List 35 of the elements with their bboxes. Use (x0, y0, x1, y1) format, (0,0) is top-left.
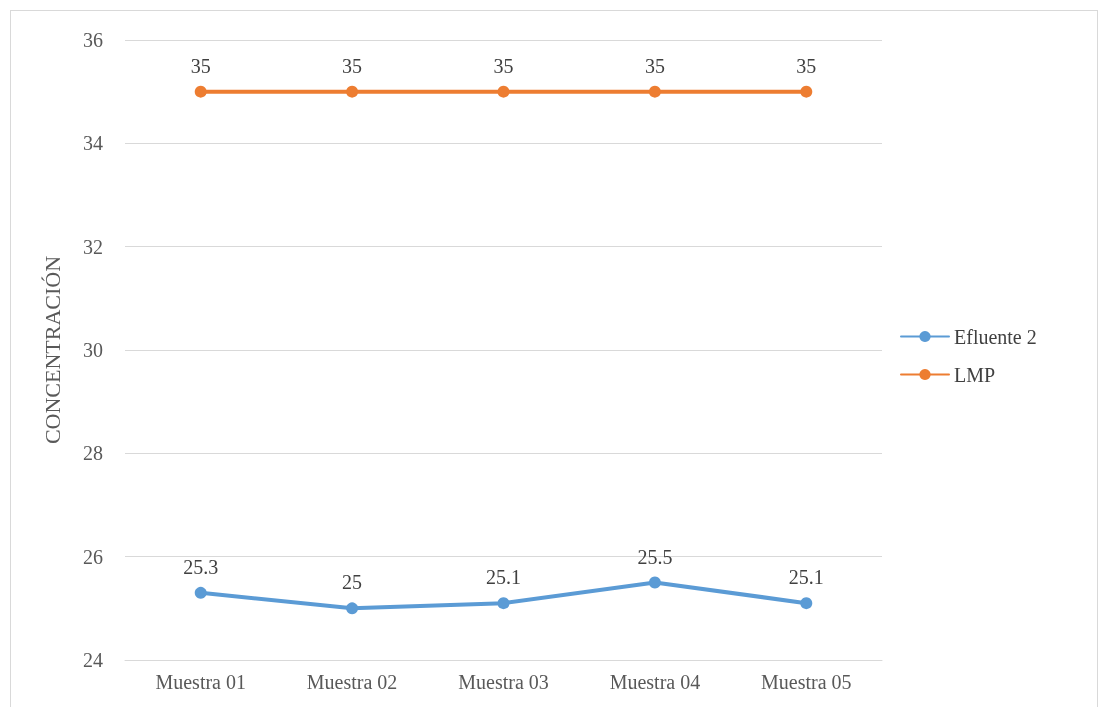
point (800, 597, 813, 610)
data-label: 25.1 (788, 566, 824, 589)
y-tick-label: 34 (83, 132, 103, 155)
y-tick-label: 30 (83, 339, 103, 361)
y-tick-label: 32 (83, 235, 103, 258)
y-axis-title: CONCENTRACIÓN (39, 255, 65, 445)
data-label: 35 (493, 54, 514, 77)
x-tick-label: Muestra 03 (458, 671, 549, 693)
data-label: 25.3 (183, 555, 219, 578)
data-label: 35 (644, 54, 665, 77)
point (800, 85, 813, 98)
data-label: 35 (342, 54, 363, 77)
data-label: 25 (342, 571, 363, 594)
x-tick-label: Muestra 02 (306, 671, 398, 693)
data-label: 35 (190, 54, 211, 77)
point (346, 602, 359, 615)
legend-label: Efluente 2 (954, 325, 1037, 348)
point (497, 597, 510, 610)
point (346, 85, 359, 98)
legend-label: LMP (954, 363, 996, 386)
point (194, 586, 207, 599)
data-label: 35 (796, 54, 817, 77)
y-tick-label: 36 (83, 29, 103, 51)
y-tick-label: 26 (83, 545, 103, 568)
point (648, 576, 661, 589)
x-tick-label: Muestra 01 (155, 671, 246, 693)
data-label: 25.5 (637, 545, 673, 568)
x-tick-label: Muestra 04 (609, 671, 701, 693)
point (194, 85, 207, 98)
y-tick-label: 24 (83, 649, 103, 671)
y-tick-label: 28 (83, 442, 103, 465)
x-tick-label: Muestra 05 (761, 671, 852, 693)
data-label: 25.1 (486, 566, 521, 589)
point (648, 85, 661, 98)
point (497, 85, 510, 98)
